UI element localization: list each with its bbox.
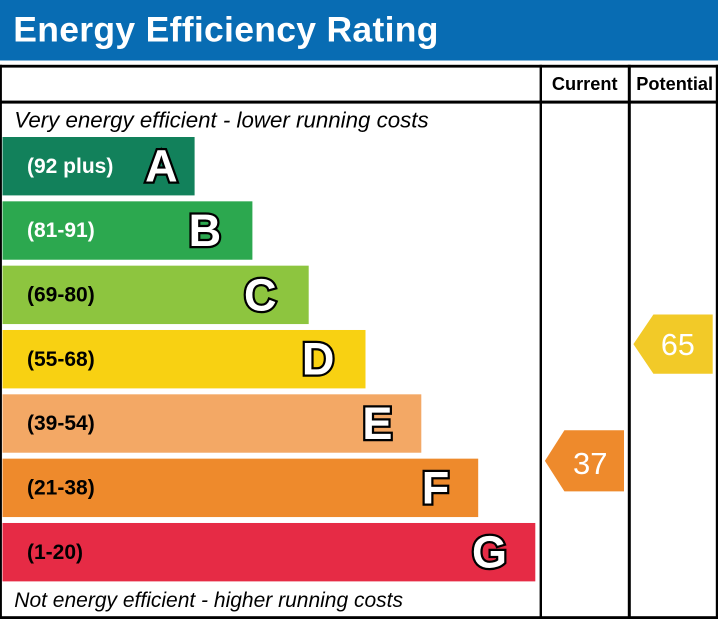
- svg-text:(69-80): (69-80): [27, 284, 95, 307]
- svg-text:(92 plus): (92 plus): [27, 155, 113, 178]
- svg-text:B: B: [189, 205, 222, 256]
- svg-text:Energy Efficiency Rating: Energy Efficiency Rating: [13, 10, 438, 50]
- svg-text:E: E: [362, 398, 392, 449]
- svg-text:Potential: Potential: [636, 74, 713, 94]
- svg-text:Not energy efficient - higher: Not energy efficient - higher running co…: [14, 589, 403, 612]
- svg-text:(39-54): (39-54): [27, 412, 95, 435]
- svg-text:C: C: [244, 269, 277, 320]
- svg-text:65: 65: [661, 328, 695, 362]
- svg-text:(1-20): (1-20): [27, 541, 83, 564]
- svg-text:D: D: [302, 334, 335, 385]
- svg-text:(55-68): (55-68): [27, 348, 95, 371]
- svg-text:(21-38): (21-38): [27, 477, 95, 500]
- svg-text:G: G: [472, 527, 507, 578]
- svg-text:37: 37: [573, 446, 607, 481]
- svg-text:(81-91): (81-91): [27, 219, 95, 242]
- svg-text:A: A: [145, 141, 178, 192]
- svg-text:Very energy efficient - lower: Very energy efficient - lower running co…: [14, 108, 428, 133]
- svg-text:Current: Current: [552, 74, 618, 94]
- svg-text:F: F: [422, 462, 450, 513]
